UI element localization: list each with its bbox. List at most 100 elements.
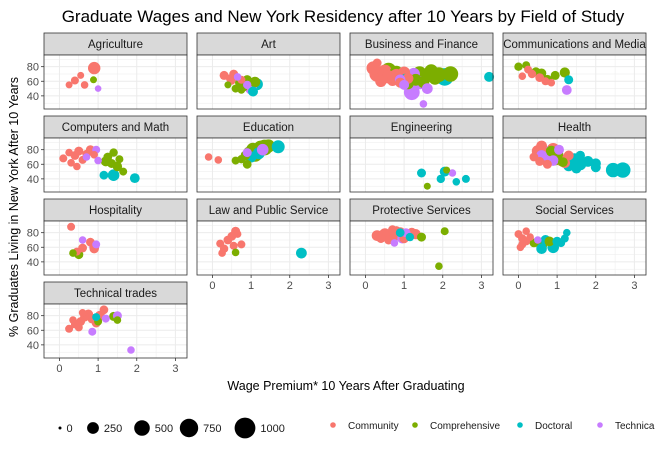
- panel-border: [196, 54, 341, 110]
- color-legend-label: Community: [348, 421, 399, 432]
- x-tick-label: 0: [515, 280, 521, 292]
- panel-border: [196, 220, 341, 276]
- plot-area: [44, 55, 187, 109]
- y-tick-label: 60: [27, 76, 39, 88]
- x-tick-label: 0: [56, 363, 62, 375]
- plot-area: [350, 138, 493, 192]
- data-point: [99, 305, 109, 315]
- y-tick-label: 40: [27, 174, 39, 186]
- data-point: [204, 153, 213, 161]
- data-point: [417, 168, 426, 178]
- data-point: [564, 75, 574, 85]
- data-point: [249, 76, 261, 88]
- data-point: [69, 316, 77, 324]
- color-legend-label: Doctoral: [535, 421, 572, 432]
- x-tick-label: 3: [631, 280, 637, 292]
- data-point: [372, 58, 382, 68]
- data-point: [88, 61, 101, 75]
- data-point: [127, 346, 135, 354]
- data-point: [218, 249, 226, 257]
- facet-strip-label: Communications and Media: [503, 39, 646, 51]
- x-tick-label: 0: [362, 280, 368, 292]
- x-tick-label: 3: [478, 280, 484, 292]
- data-point: [248, 86, 258, 97]
- data-point: [448, 169, 457, 177]
- data-point: [518, 72, 527, 80]
- data-point: [560, 234, 569, 243]
- data-point: [536, 243, 547, 254]
- size-legend-key: [234, 417, 256, 439]
- y-tick-label: 80: [27, 228, 39, 240]
- data-point: [547, 78, 556, 87]
- data-point: [233, 73, 242, 81]
- data-point: [74, 323, 83, 332]
- x-tick-label: 0: [209, 280, 215, 292]
- y-tick-label: 60: [27, 242, 39, 254]
- facet-strip-label: Art: [261, 39, 277, 51]
- data-point: [101, 314, 110, 323]
- facet-panel: Communications and Media: [502, 32, 647, 110]
- plot-area: [197, 55, 340, 109]
- data-point: [590, 162, 601, 173]
- facet-strip-label: Agriculture: [88, 39, 143, 51]
- data-point: [115, 155, 124, 164]
- data-point: [67, 222, 76, 231]
- data-point: [440, 227, 449, 236]
- facet-panel: Health: [502, 115, 647, 193]
- data-point: [442, 66, 459, 82]
- data-point: [529, 152, 539, 162]
- data-point: [243, 80, 252, 90]
- data-point: [561, 85, 572, 95]
- data-point: [65, 324, 74, 333]
- color-legend-label: Comprehensive: [430, 421, 500, 432]
- panel-border: [43, 54, 188, 110]
- data-point: [559, 67, 570, 78]
- data-point: [80, 81, 89, 89]
- data-point: [90, 151, 98, 159]
- y-tick-label: 80: [27, 145, 39, 157]
- panel-border: [43, 303, 188, 359]
- data-point: [107, 169, 120, 181]
- size-legend-label: 1000: [260, 423, 284, 435]
- data-point: [69, 249, 77, 257]
- y-tick-label: 80: [27, 62, 39, 74]
- y-axis-label: % Graduates Living in New York After 10 …: [7, 77, 21, 337]
- data-point: [461, 174, 470, 183]
- data-point: [575, 150, 585, 161]
- data-point: [522, 227, 530, 235]
- data-point: [375, 75, 387, 88]
- facet-panel: Computers and Math 40 60 80: [27, 115, 188, 193]
- facet-panel: Art: [196, 32, 341, 110]
- data-point: [390, 239, 399, 247]
- x-axis-label: Wage Premium* 10 Years After Graduating: [227, 379, 464, 393]
- data-point: [563, 150, 574, 161]
- facet-panel: Technical trades 40 60 80 0 1 2 3: [27, 281, 188, 375]
- data-point: [536, 140, 547, 152]
- data-point: [67, 159, 75, 167]
- y-tick-label: 40: [27, 91, 39, 103]
- data-point: [271, 140, 285, 154]
- facet-strip-label: Business and Finance: [365, 39, 478, 51]
- x-tick-label: 2: [287, 280, 293, 292]
- plot-area: [44, 221, 187, 275]
- data-point: [90, 76, 97, 84]
- color-legend-key: [330, 422, 336, 428]
- data-point: [129, 173, 140, 184]
- data-point: [237, 86, 246, 94]
- data-point: [558, 157, 568, 168]
- data-point: [73, 162, 81, 171]
- data-point: [542, 159, 552, 169]
- y-tick-label: 40: [27, 257, 39, 269]
- x-tick-label: 1: [554, 280, 560, 292]
- data-point: [92, 313, 101, 322]
- data-point: [242, 159, 252, 169]
- data-point: [554, 144, 564, 155]
- color-legend-key: [597, 422, 603, 428]
- size-legend-label: 500: [155, 423, 173, 435]
- size-legend-key: [58, 426, 62, 430]
- data-point: [119, 167, 128, 176]
- facet-strip-label: Protective Services: [372, 205, 471, 217]
- data-point: [256, 143, 269, 156]
- facet-panel: Law and Public Service 0 1 2 3: [196, 198, 341, 292]
